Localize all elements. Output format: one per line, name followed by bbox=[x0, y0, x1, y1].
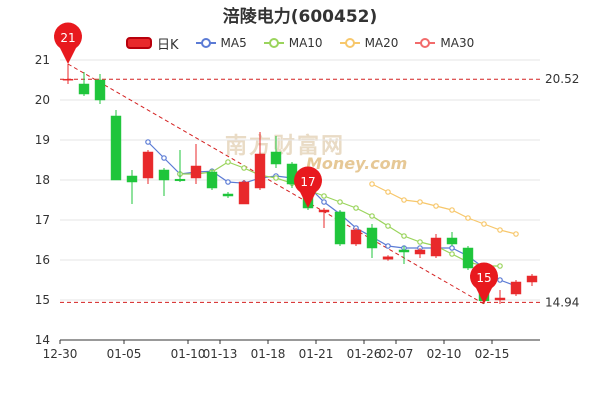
candle-body bbox=[447, 238, 457, 244]
candle-body bbox=[191, 166, 201, 178]
ma10-point bbox=[418, 240, 422, 244]
ma20-point bbox=[386, 190, 390, 194]
candle-body bbox=[111, 116, 121, 180]
marker-label: 21 bbox=[60, 31, 75, 45]
x-tick-label: 02-07 bbox=[379, 347, 414, 361]
candle-body bbox=[319, 210, 329, 212]
y-tick-label: 14 bbox=[35, 333, 50, 347]
ma5-point bbox=[498, 278, 502, 282]
ma5-point bbox=[162, 156, 166, 160]
reference-label: 14.94 bbox=[545, 295, 579, 309]
ma20-point bbox=[466, 216, 470, 220]
reference-label: 20.52 bbox=[545, 72, 579, 86]
candle-body bbox=[399, 250, 409, 252]
x-tick-label: 01-21 bbox=[299, 347, 334, 361]
y-tick-label: 21 bbox=[35, 53, 50, 67]
y-tick-label: 17 bbox=[35, 213, 50, 227]
candle-body bbox=[527, 276, 537, 282]
y-tick-label: 19 bbox=[35, 133, 50, 147]
candle-body bbox=[495, 298, 505, 300]
candle-body bbox=[239, 182, 249, 204]
ma10-point bbox=[322, 194, 326, 198]
ma5-point bbox=[226, 180, 230, 184]
ma5-point bbox=[450, 246, 454, 250]
ma10-point bbox=[354, 206, 358, 210]
x-tick-label: 01-13 bbox=[203, 347, 238, 361]
candle-body bbox=[511, 282, 521, 294]
candle-body bbox=[63, 79, 73, 80]
ma5-point bbox=[386, 244, 390, 248]
ma10-point bbox=[370, 214, 374, 218]
ma10-point bbox=[402, 234, 406, 238]
candle-body bbox=[143, 152, 153, 178]
marker-label: 15 bbox=[476, 271, 491, 285]
ma20-point bbox=[402, 198, 406, 202]
candle-body bbox=[431, 238, 441, 256]
candle-body bbox=[335, 212, 345, 244]
candle-body bbox=[351, 230, 361, 244]
candle-body bbox=[79, 84, 89, 94]
ma20-line bbox=[372, 184, 516, 234]
marker-label: 17 bbox=[300, 175, 315, 189]
candle-body bbox=[271, 152, 281, 164]
ma20-point bbox=[498, 228, 502, 232]
ma20-point bbox=[370, 182, 374, 186]
candle-body bbox=[463, 248, 473, 268]
ma10-point bbox=[498, 264, 502, 268]
candle-body bbox=[159, 170, 169, 180]
ma10-point bbox=[274, 176, 278, 180]
candle-body bbox=[415, 250, 425, 254]
x-tick-label: 12-30 bbox=[43, 347, 78, 361]
candle-body bbox=[383, 257, 393, 259]
x-tick-label: 01-18 bbox=[251, 347, 286, 361]
y-tick-label: 18 bbox=[35, 173, 50, 187]
x-tick-label: 02-15 bbox=[475, 347, 510, 361]
ma20-point bbox=[482, 222, 486, 226]
x-tick-label: 01-05 bbox=[107, 347, 142, 361]
candle-body bbox=[127, 176, 137, 182]
y-tick-label: 20 bbox=[35, 93, 50, 107]
candle-body bbox=[95, 80, 105, 100]
ma20-point bbox=[514, 232, 518, 236]
ma5-point bbox=[322, 200, 326, 204]
ma5-point bbox=[146, 140, 150, 144]
candle-body bbox=[207, 172, 217, 188]
ma10-point bbox=[386, 224, 390, 228]
x-tick-label: 01-26 bbox=[347, 347, 382, 361]
y-tick-label: 16 bbox=[35, 253, 50, 267]
ma10-point bbox=[338, 200, 342, 204]
candle-body bbox=[255, 154, 265, 188]
ma10-point bbox=[242, 166, 246, 170]
ma10-point bbox=[226, 160, 230, 164]
ma10-point bbox=[450, 252, 454, 256]
ma20-point bbox=[450, 208, 454, 212]
ma20-point bbox=[434, 204, 438, 208]
x-tick-label: 01-10 bbox=[171, 347, 206, 361]
candle-body bbox=[367, 228, 377, 248]
x-tick-label: 02-10 bbox=[427, 347, 462, 361]
candle-body bbox=[223, 194, 233, 196]
y-tick-label: 15 bbox=[35, 293, 50, 307]
candle-body bbox=[175, 179, 185, 181]
ma20-point bbox=[418, 200, 422, 204]
